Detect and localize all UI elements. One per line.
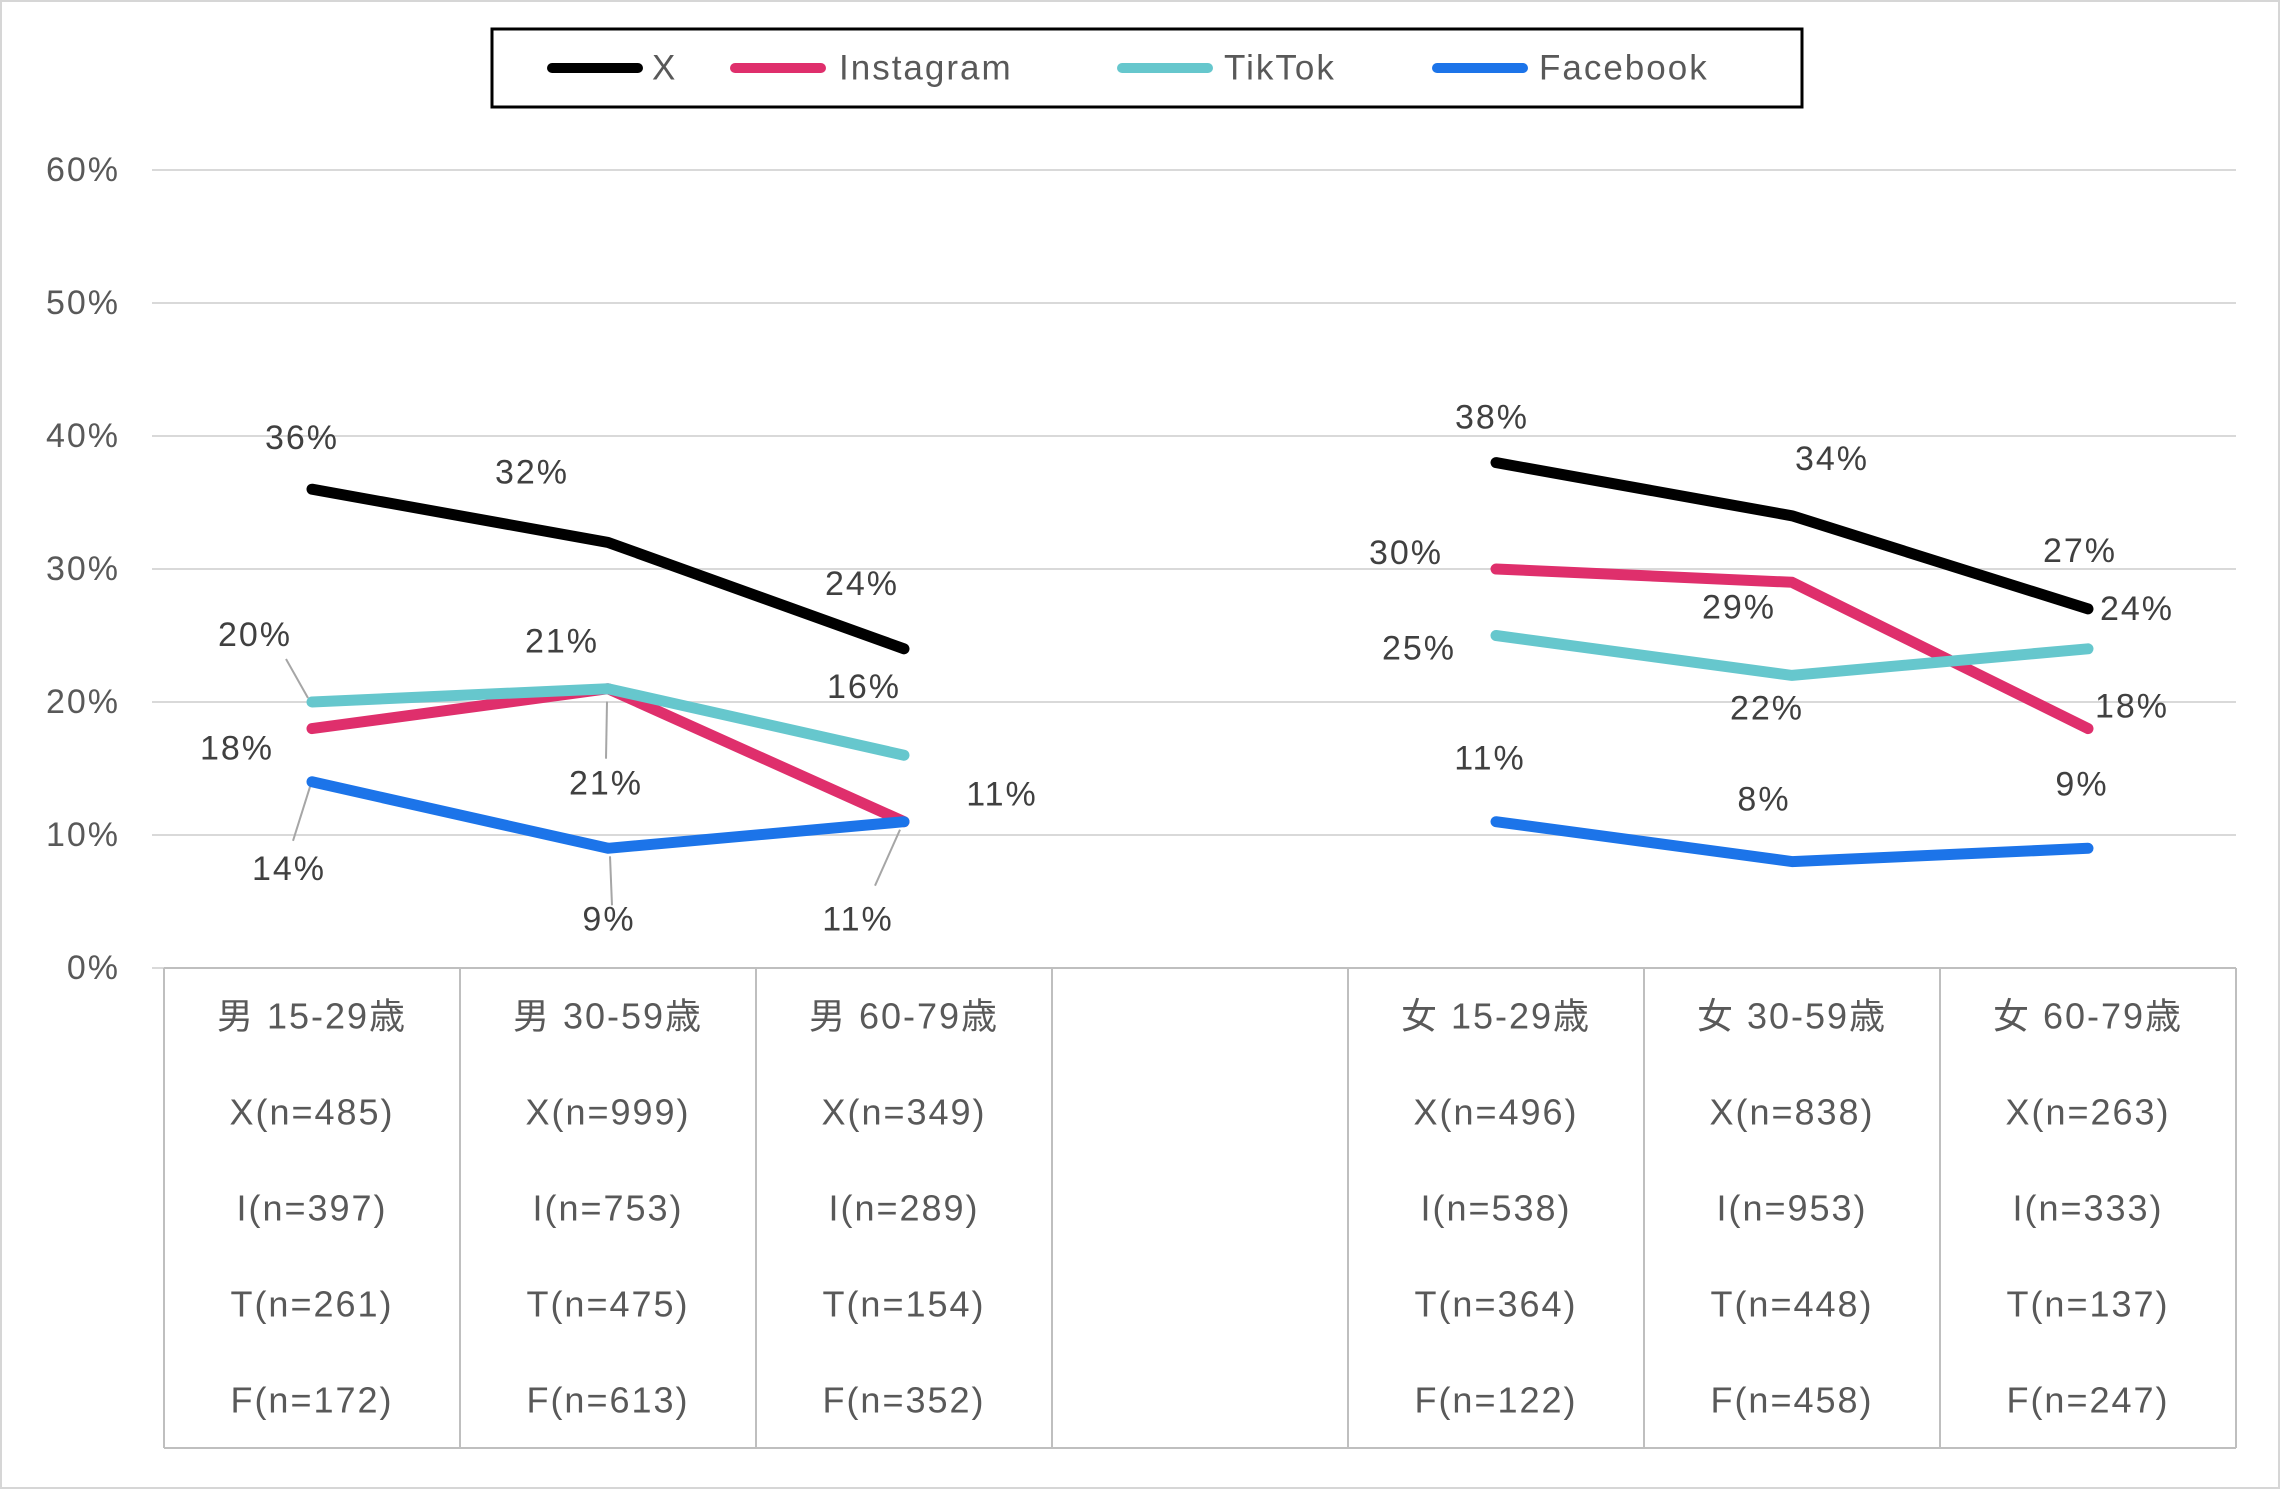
legend: X Instagram TikTok Facebook bbox=[490, 27, 1804, 109]
table-category-header: 男 15-29歳 bbox=[217, 996, 407, 1037]
table-sample-size-cell: F(n=458) bbox=[1710, 1380, 1873, 1421]
y-axis-tick-labels: 0% 10% 20% 30% 40% 50% 60% bbox=[46, 151, 120, 987]
series-line-facebook-female bbox=[1490, 816, 2094, 868]
table-category-header: 女 60-79歳 bbox=[1993, 996, 2183, 1037]
table-sample-size-cell: I(n=397) bbox=[236, 1188, 387, 1229]
series-lines bbox=[306, 457, 2094, 868]
data-label-instagram-4: 29% bbox=[1702, 588, 1776, 626]
data-label-facebook-0: 14% bbox=[252, 850, 326, 888]
y-tick-label: 60% bbox=[46, 151, 120, 189]
data-label-facebook-4: 8% bbox=[1737, 781, 1790, 819]
data-label-instagram-5: 18% bbox=[2095, 688, 2169, 726]
series-line-tiktok-female bbox=[1490, 630, 2094, 681]
table-sample-size-cell: I(n=753) bbox=[532, 1188, 683, 1229]
table-category-header: 女 30-59歳 bbox=[1697, 996, 1887, 1037]
table-sample-size-cell: X(n=485) bbox=[229, 1092, 394, 1133]
table-category-header: 女 15-29歳 bbox=[1401, 996, 1591, 1037]
table-sample-size-cell: I(n=538) bbox=[1420, 1188, 1571, 1229]
data-label-instagram-1: 21% bbox=[569, 765, 643, 803]
legend-label-tiktok: TikTok bbox=[1224, 49, 1336, 88]
table-sample-size-cell: I(n=289) bbox=[828, 1188, 979, 1229]
table-sample-size-cell: X(n=838) bbox=[1709, 1092, 1874, 1133]
y-tick-label: 10% bbox=[46, 816, 120, 854]
table-category-header: 男 30-59歳 bbox=[513, 996, 703, 1037]
leader-line-instagram-1 bbox=[605, 701, 608, 759]
legend-marker-instagram-icon bbox=[730, 63, 826, 73]
series-line-facebook-male bbox=[306, 776, 910, 854]
data-label-x-5: 27% bbox=[2043, 532, 2117, 570]
table-sample-size-cell: T(n=475) bbox=[526, 1284, 689, 1325]
data-label-leader-lines bbox=[285, 658, 901, 906]
leader-line-facebook-0 bbox=[292, 786, 311, 842]
leader-line-facebook-1 bbox=[609, 856, 613, 906]
y-tick-label: 20% bbox=[46, 683, 120, 721]
data-label-x-0: 36% bbox=[265, 419, 339, 457]
series-line-tiktok-male bbox=[306, 683, 910, 761]
data-label-tiktok-1: 21% bbox=[525, 623, 599, 661]
table-sample-size-cell: X(n=263) bbox=[2005, 1092, 2170, 1133]
y-tick-label: 50% bbox=[46, 284, 120, 322]
table-sample-size-cell: F(n=352) bbox=[822, 1380, 985, 1421]
data-label-instagram-0: 18% bbox=[200, 730, 274, 768]
data-label-x-2: 24% bbox=[825, 565, 899, 603]
data-label-facebook-2: 11% bbox=[822, 901, 894, 939]
gridlines bbox=[152, 169, 2236, 969]
data-label-instagram-2: 11% bbox=[966, 776, 1038, 814]
series-line-x-male bbox=[306, 483, 910, 655]
table-sample-size-cell: F(n=172) bbox=[230, 1380, 393, 1421]
legend-label-instagram: Instagram bbox=[839, 49, 1013, 88]
table-sample-size-cell: I(n=953) bbox=[1716, 1188, 1867, 1229]
data-label-tiktok-3: 25% bbox=[1382, 630, 1456, 668]
table-sample-size-cell: T(n=448) bbox=[1710, 1284, 1873, 1325]
data-label-tiktok-4: 22% bbox=[1730, 689, 1804, 727]
data-label-facebook-5: 9% bbox=[2055, 765, 2108, 803]
data-labels: 36% 32% 24% 38% 34% 27% 18% 21% 11% 30% 29% 18% 20% 2… bbox=[200, 399, 2174, 939]
table-sample-size-cell: F(n=613) bbox=[526, 1380, 689, 1421]
table-sample-size-cell: X(n=349) bbox=[821, 1092, 986, 1133]
series-line-x-female bbox=[1490, 457, 2094, 615]
table-sample-size-cell: F(n=122) bbox=[1414, 1380, 1577, 1421]
data-label-x-3: 38% bbox=[1455, 399, 1529, 437]
legend-label-facebook: Facebook bbox=[1539, 49, 1709, 88]
data-label-instagram-3: 30% bbox=[1369, 534, 1443, 572]
data-label-facebook-3: 11% bbox=[1454, 740, 1526, 778]
table-sample-size-cell: I(n=333) bbox=[2012, 1188, 2163, 1229]
table-sample-size-cell: X(n=496) bbox=[1413, 1092, 1578, 1133]
legend-marker-x-icon bbox=[547, 63, 643, 73]
table-category-header: 男 60-79歳 bbox=[809, 996, 999, 1037]
leader-line-tiktok-0 bbox=[285, 658, 309, 699]
y-tick-label: 0% bbox=[67, 949, 120, 987]
y-tick-label: 40% bbox=[46, 417, 120, 455]
category-sample-table: 男 15-29歳 X(n=485) I(n=397) T(n=261) F(n=172)… bbox=[163, 967, 2237, 1449]
table-sample-size-cell: T(n=137) bbox=[2006, 1284, 2169, 1325]
leader-line-facebook-2 bbox=[874, 829, 901, 887]
series-line-instagram-female bbox=[1490, 563, 2094, 735]
data-label-tiktok-0: 20% bbox=[218, 616, 292, 654]
data-label-tiktok-2: 16% bbox=[827, 668, 901, 706]
table-sample-size-cell: T(n=154) bbox=[822, 1284, 985, 1325]
legend-marker-facebook-icon bbox=[1432, 63, 1528, 73]
table-sample-size-cell: F(n=247) bbox=[2006, 1380, 2169, 1421]
table-sample-size-cell: T(n=261) bbox=[230, 1284, 393, 1325]
data-label-tiktok-5: 24% bbox=[2100, 590, 2174, 628]
y-tick-label: 30% bbox=[46, 550, 120, 588]
legend-label-x: X bbox=[652, 49, 677, 88]
data-label-facebook-1: 9% bbox=[582, 900, 635, 938]
legend-marker-tiktok-icon bbox=[1117, 63, 1213, 73]
data-label-x-4: 34% bbox=[1795, 440, 1869, 478]
table-sample-size-cell: X(n=999) bbox=[525, 1092, 690, 1133]
data-label-x-1: 32% bbox=[495, 453, 569, 491]
table-sample-size-cell: T(n=364) bbox=[1414, 1284, 1577, 1325]
